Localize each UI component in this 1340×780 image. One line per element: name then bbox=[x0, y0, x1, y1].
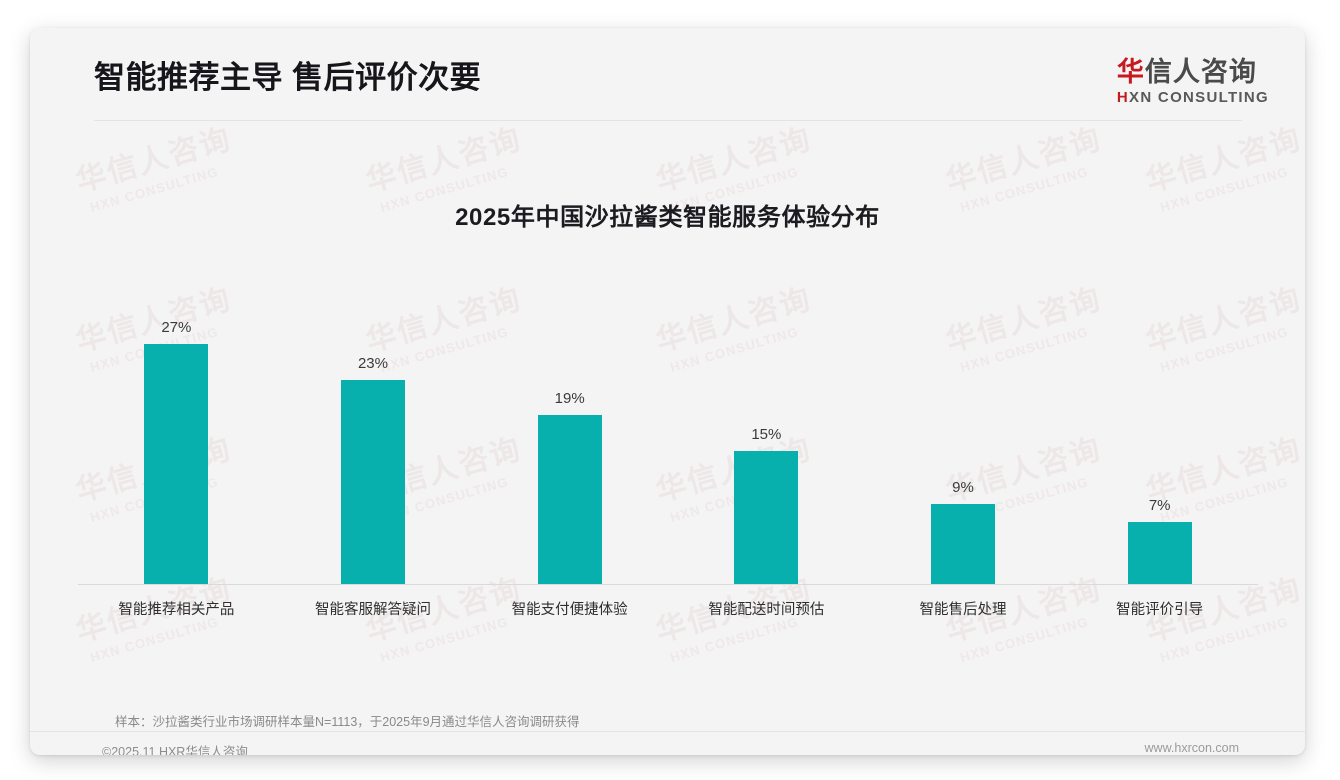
chart-container: 2025年中国沙拉酱类智能服务体验分布 27% 智能推荐相关产品 23% 智能客服解答… bbox=[30, 121, 1305, 666]
category-label: 智能推荐相关产品 bbox=[118, 602, 235, 618]
bar-value-label: 19% bbox=[554, 390, 585, 408]
logo-english-text: HXN CONSULTING bbox=[1117, 89, 1269, 106]
website-url[interactable]: www.hxrcon.com bbox=[1144, 741, 1239, 755]
bar-group: 27% 智能推荐相关产品 bbox=[78, 319, 275, 618]
bar-value-label: 7% bbox=[1148, 496, 1171, 514]
bar-group: 15% 智能配送时间预估 bbox=[668, 331, 865, 618]
bar-group: 9% 智能售后处理 bbox=[865, 331, 1062, 618]
category-label: 智能配送时间预估 bbox=[708, 602, 825, 618]
bar-value-label: 15% bbox=[751, 425, 782, 443]
bar-chart-plot-area: 27% 智能推荐相关产品 23% 智能客服解答疑问 19% 智能支付便捷体验 15% 智能配送… bbox=[78, 251, 1258, 618]
bar[interactable] bbox=[930, 504, 995, 584]
copyright-text: ©2025.11 HXR华信人咨询 bbox=[102, 745, 248, 755]
category-label: 智能客服解答疑问 bbox=[314, 602, 431, 618]
slide-footer: ©2025.11 HXR华信人咨询 www.hxrcon.com bbox=[30, 731, 1305, 755]
slide-header: 智能推荐主导 售后评价次要 华信人咨询 HXN CONSULTING bbox=[30, 28, 1305, 121]
category-label: 智能支付便捷体验 bbox=[511, 602, 628, 618]
bar-group: 7% 智能评价引导 bbox=[1061, 331, 1258, 618]
logo-english-rest: XN CONSULTING bbox=[1129, 89, 1269, 107]
logo-en-accent-char: H bbox=[1116, 89, 1130, 107]
bar[interactable] bbox=[144, 344, 209, 584]
bar-value-label: 9% bbox=[952, 479, 974, 497]
bar[interactable] bbox=[537, 415, 602, 584]
logo-accent-char: 华 bbox=[1116, 57, 1145, 87]
bar-value-label: 23% bbox=[357, 354, 388, 372]
bar-group: 23% 智能客服解答疑问 bbox=[275, 331, 472, 618]
x-axis-line bbox=[78, 584, 1258, 585]
category-label: 智能售后处理 bbox=[919, 602, 1007, 618]
chart-title: 2025年中国沙拉酱类智能服务体验分布 bbox=[455, 204, 880, 231]
page-title: 智能推荐主导 售后评价次要 bbox=[94, 60, 482, 95]
bar-value-label: 27% bbox=[161, 319, 192, 337]
bar[interactable] bbox=[1127, 521, 1192, 584]
logo-chinese-rest: 信人咨询 bbox=[1144, 57, 1257, 87]
bar[interactable] bbox=[340, 379, 405, 584]
bar[interactable] bbox=[734, 450, 799, 584]
logo-chinese-text: 华信人咨询 bbox=[1117, 58, 1269, 86]
sample-footnote: 样本：沙拉酱类行业市场调研样本量N=1113，于2025年9月通过华信人咨询调研… bbox=[115, 715, 580, 729]
header-divider bbox=[94, 120, 1242, 121]
slide-card: 华信人咨询 HXN CONSULTING 华信人咨询 HXN CONSULTING 华信… bbox=[30, 28, 1305, 755]
footer-divider bbox=[30, 731, 1305, 732]
company-logo: 华信人咨询 HXN CONSULTING bbox=[1117, 58, 1269, 107]
bar-group: 19% 智能支付便捷体验 bbox=[471, 331, 668, 618]
category-label: 智能评价引导 bbox=[1116, 602, 1204, 618]
